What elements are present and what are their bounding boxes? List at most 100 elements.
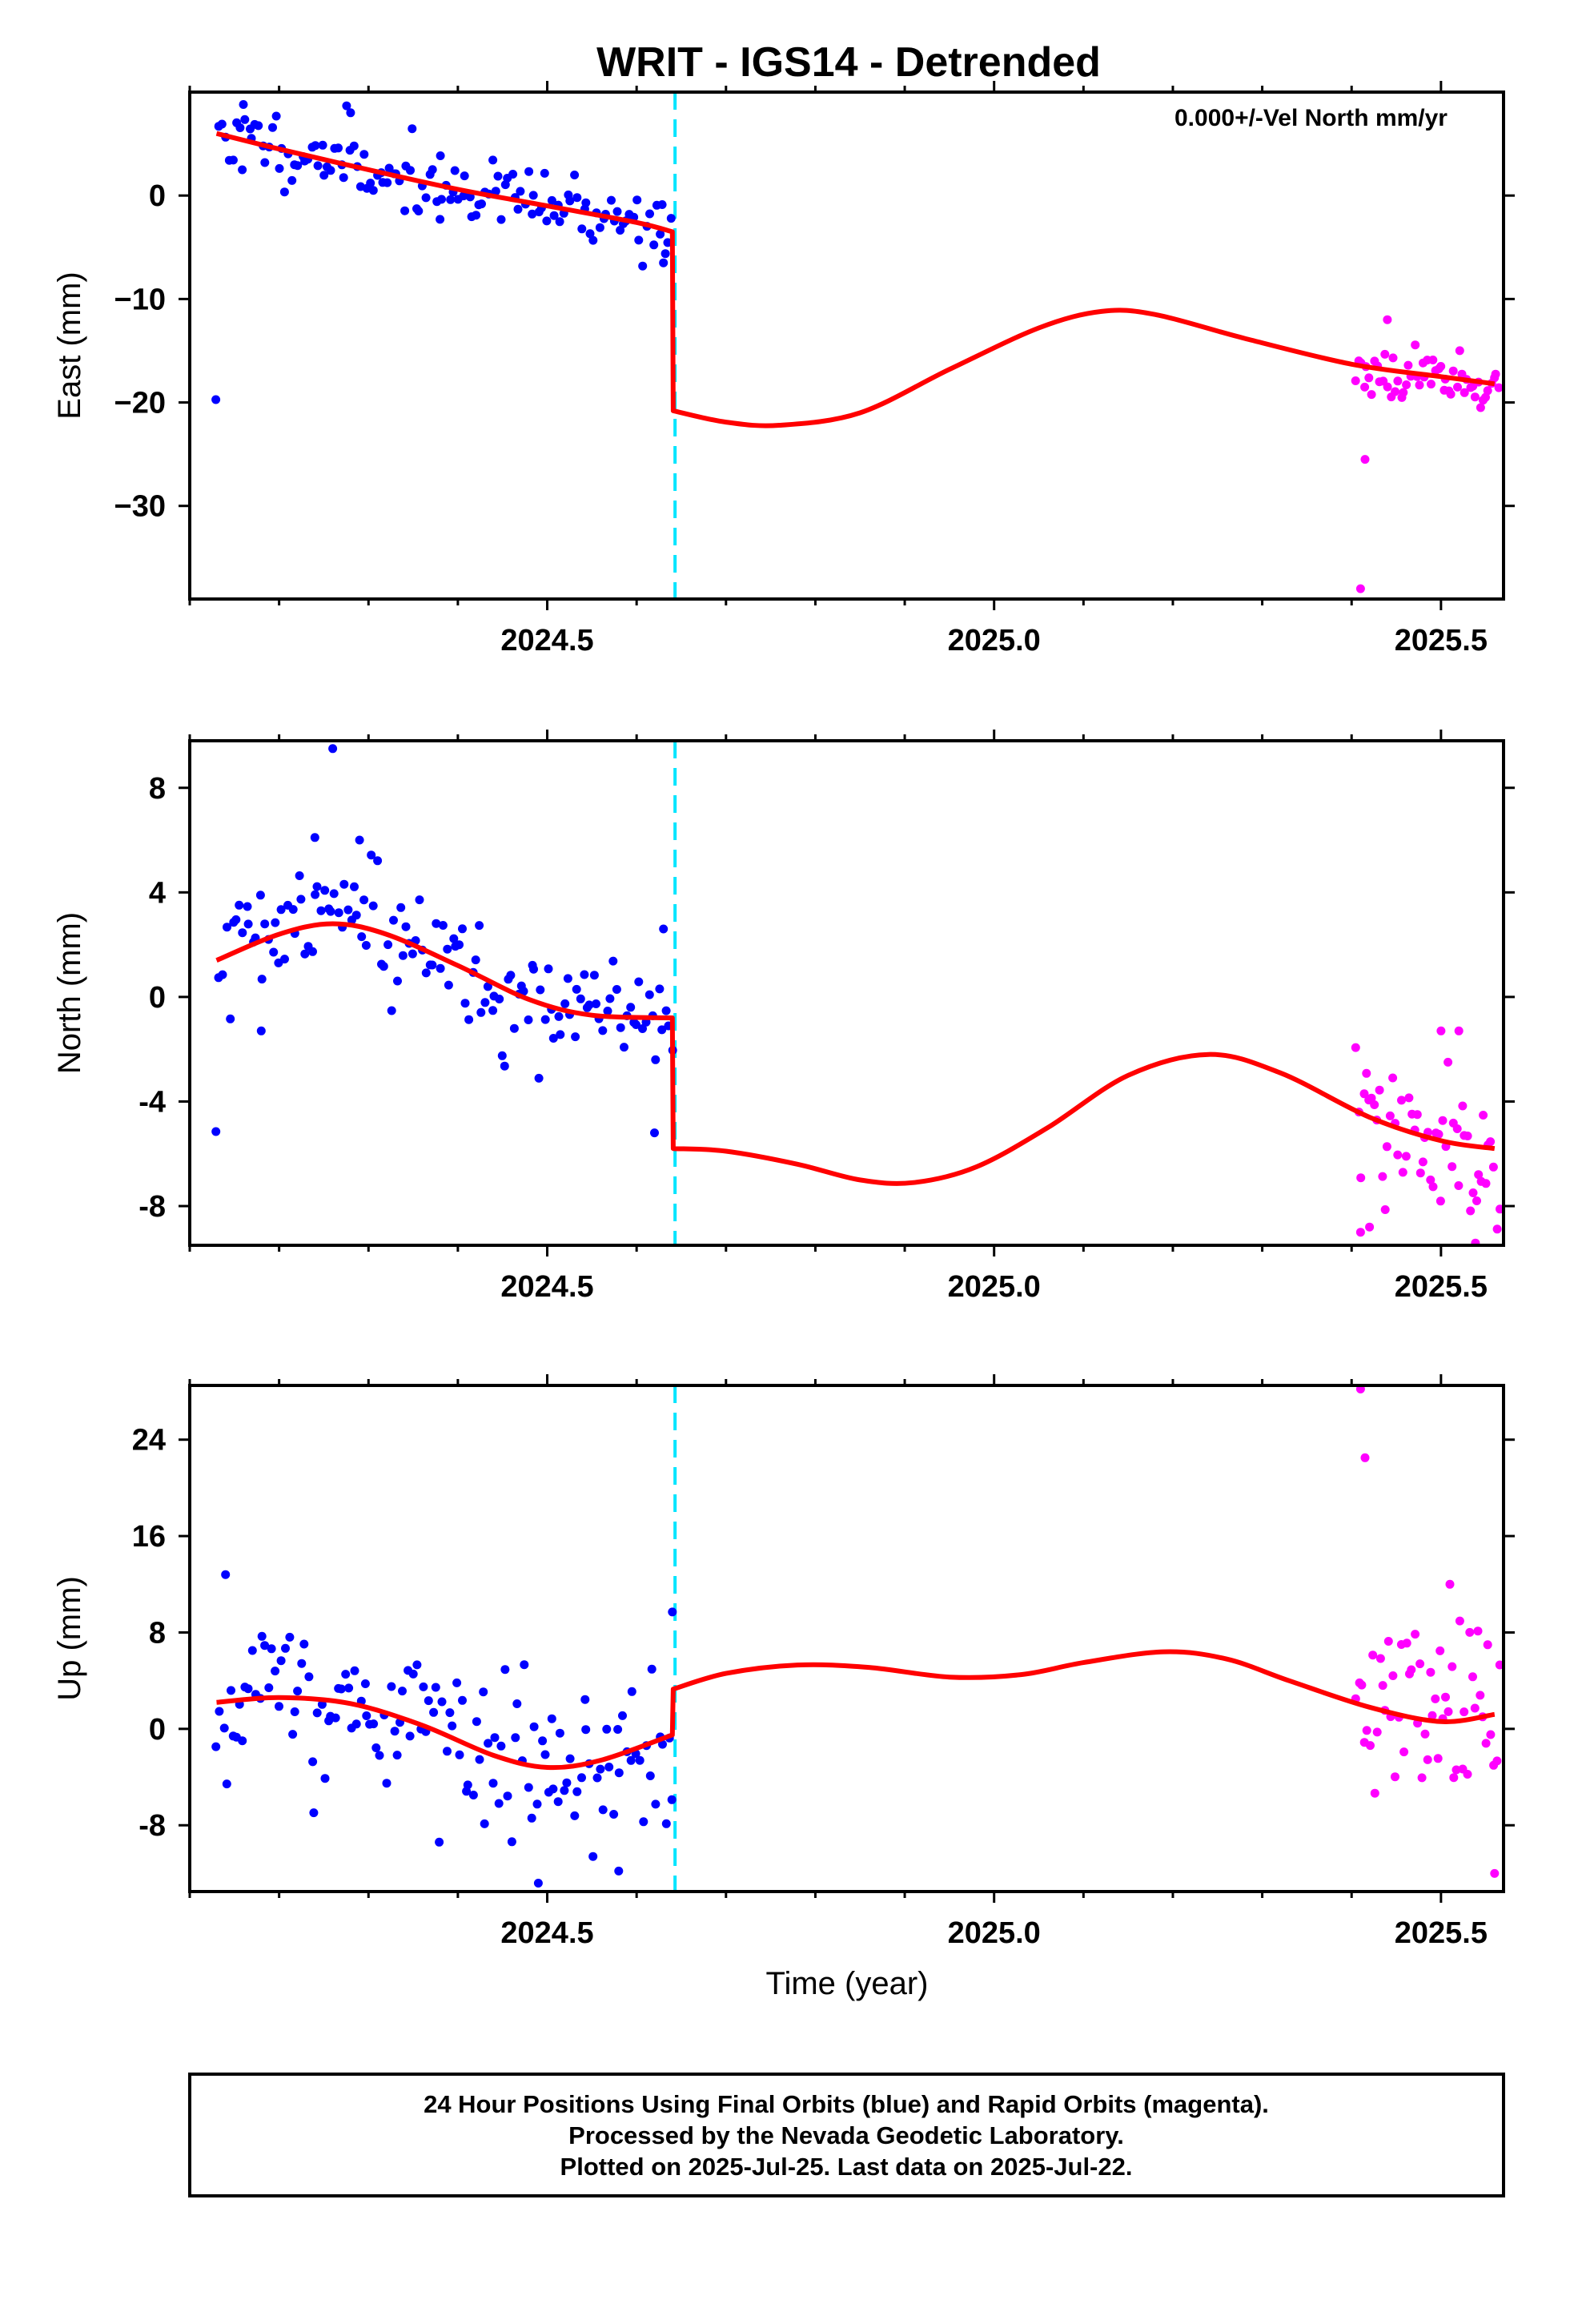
final-orbit-point	[406, 166, 415, 175]
final-orbit-point	[638, 1024, 647, 1033]
final-orbit-point	[359, 150, 369, 159]
rapid-orbit-point	[1435, 1646, 1445, 1655]
rapid-orbit-point	[1372, 1727, 1382, 1737]
final-orbit-point	[465, 192, 475, 202]
final-orbit-point	[238, 1736, 247, 1746]
y-tick-label: −30	[114, 490, 166, 524]
final-orbit-point	[392, 1751, 402, 1760]
final-orbit-point	[496, 215, 506, 224]
rapid-orbit-point	[1474, 1170, 1484, 1180]
final-orbit-point	[667, 1795, 677, 1804]
final-orbit-point	[320, 1774, 330, 1783]
rapid-orbit-point	[1458, 1101, 1468, 1111]
final-orbit-point	[260, 919, 270, 929]
final-orbit-point	[645, 1771, 655, 1780]
final-orbit-point	[607, 195, 616, 205]
final-orbit-point	[540, 168, 549, 178]
rapid-orbit-point	[1397, 1096, 1406, 1105]
rapid-orbit-point	[1454, 1026, 1464, 1035]
rapid-orbit-point	[1434, 1129, 1443, 1139]
final-orbit-point	[350, 882, 359, 891]
rapid-orbit-point	[1479, 1111, 1488, 1120]
final-orbit-point	[500, 1665, 510, 1675]
final-orbit-point	[211, 395, 221, 404]
final-orbit-point	[271, 918, 280, 927]
rapid-orbit-point	[1455, 1616, 1464, 1626]
final-orbit-point	[285, 1632, 295, 1642]
final-orbit-point	[493, 171, 503, 181]
final-orbit-point	[616, 1023, 625, 1032]
final-orbit-point	[506, 971, 516, 980]
rapid-orbit-point	[1496, 1204, 1504, 1214]
final-orbit-point	[534, 1073, 544, 1083]
rapid-orbit-point	[1460, 388, 1469, 397]
final-orbit-point	[609, 1810, 619, 1819]
final-orbit-point	[320, 886, 330, 895]
final-orbit-point	[455, 1750, 464, 1759]
final-orbit-point	[555, 217, 564, 227]
rapid-orbit-point	[1378, 1681, 1387, 1691]
final-orbit-point	[387, 1006, 396, 1015]
rapid-orbit-point	[1415, 380, 1424, 390]
final-orbit-point	[555, 1728, 564, 1738]
final-orbit-point	[647, 1664, 656, 1674]
final-orbit-point	[293, 1687, 303, 1696]
model-curve	[215, 131, 1496, 428]
final-orbit-point	[476, 1007, 486, 1017]
y-tick-label: 16	[132, 1520, 166, 1554]
y-tick-label: 0	[149, 179, 166, 213]
final-orbit-point	[256, 1026, 266, 1035]
footer-line-3: Plotted on 2025-Jul-25. Last data on 202…	[560, 2153, 1133, 2181]
final-orbit-point	[527, 1813, 536, 1823]
rapid-orbit-point	[1426, 1175, 1435, 1184]
final-orbit-point	[458, 924, 467, 934]
rapid-orbit-point	[1370, 1788, 1379, 1798]
final-orbit-point	[645, 209, 654, 219]
rapid-orbit-point	[1447, 1662, 1457, 1671]
final-orbit-point	[634, 977, 644, 987]
final-orbit-point	[223, 923, 231, 932]
rapid-orbit-point	[1436, 1026, 1446, 1035]
final-orbit-point	[275, 1702, 283, 1711]
final-orbit-point	[218, 970, 227, 979]
rapid-orbit-point	[1365, 1222, 1375, 1232]
final-orbit-point	[280, 955, 289, 964]
final-orbit-point	[608, 956, 618, 966]
rapid-orbit-point	[1362, 1726, 1371, 1735]
final-orbit-point	[428, 960, 437, 970]
final-orbit-point	[408, 124, 417, 134]
final-orbit-point	[350, 1666, 359, 1675]
rapid-orbit-point	[1453, 382, 1462, 392]
final-orbit-point	[635, 1755, 644, 1765]
y-axis-label: East (mm)	[52, 271, 87, 419]
rapid-orbit-point	[1473, 1626, 1483, 1636]
final-orbit-point	[281, 1643, 290, 1653]
final-orbit-point	[598, 1026, 608, 1035]
x-tick-label: 2024.5	[500, 1916, 593, 1950]
final-orbit-point	[484, 1739, 493, 1748]
final-orbit-point	[618, 1711, 627, 1720]
final-orbit-point	[589, 971, 599, 980]
plot-area	[211, 1385, 1504, 1892]
panel-frame	[188, 1384, 1505, 1893]
rapid-orbit-point	[1452, 1124, 1462, 1133]
final-orbit-point	[638, 261, 648, 271]
model-curve	[215, 921, 1496, 1186]
rapid-orbit-point	[1427, 1711, 1437, 1720]
final-orbit-point	[464, 1015, 474, 1024]
final-orbit-point	[362, 1711, 371, 1720]
final-orbit-point	[326, 907, 335, 916]
final-orbit-point	[435, 1837, 444, 1847]
rapid-orbit-point	[1403, 360, 1413, 370]
final-orbit-point	[479, 1687, 488, 1697]
final-orbit-point	[389, 915, 398, 925]
final-orbit-point	[299, 1639, 309, 1649]
rapid-orbit-point	[1466, 1206, 1476, 1216]
rapid-orbit-point	[1355, 1385, 1365, 1393]
final-orbit-point	[408, 1669, 418, 1679]
final-orbit-point	[369, 1719, 379, 1729]
rapid-orbit-point	[1364, 373, 1374, 383]
final-orbit-point	[415, 895, 424, 905]
final-orbit-point	[657, 1025, 667, 1035]
final-orbit-point	[437, 195, 446, 204]
